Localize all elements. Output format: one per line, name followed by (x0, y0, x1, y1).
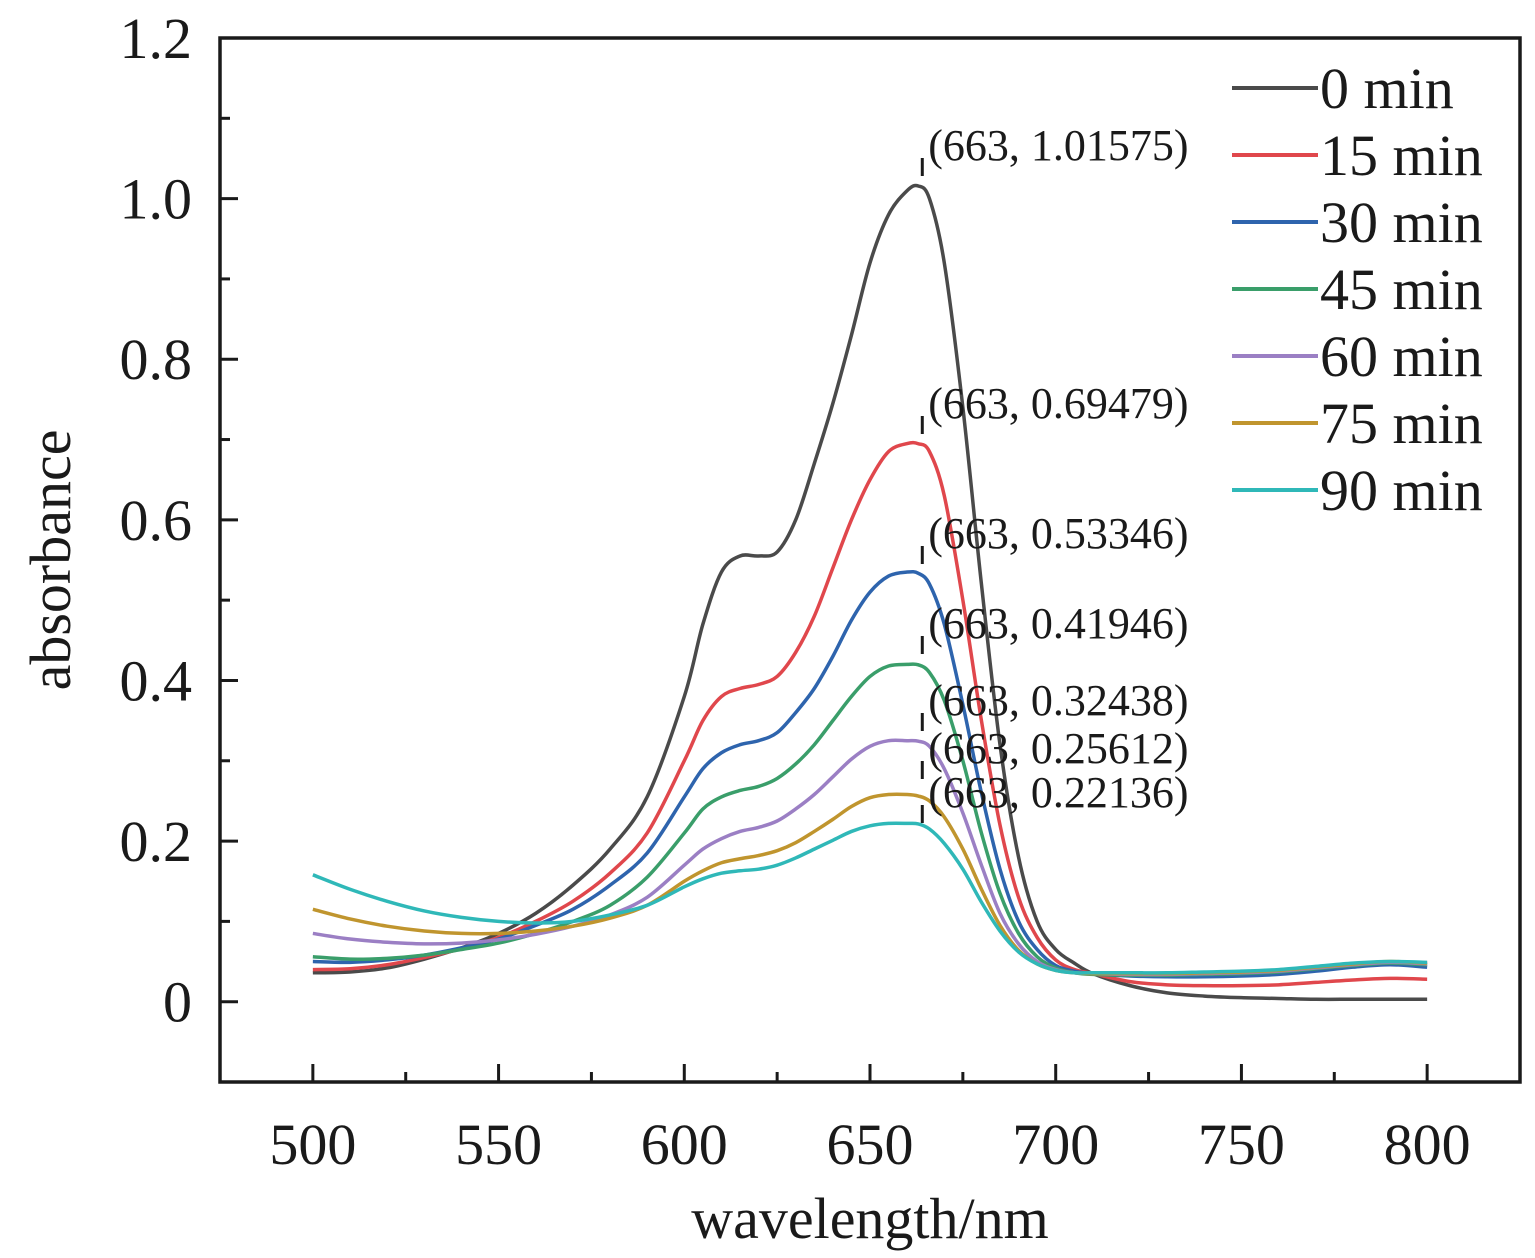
y-tick-label: 0 (163, 970, 192, 1035)
annotation-label: (663, 0.69479) (928, 379, 1188, 428)
annotation-label: (663, 0.41946) (928, 599, 1188, 648)
legend-label: 75 min (1320, 391, 1483, 456)
x-tick-label: 500 (269, 1112, 356, 1177)
legend-label: 90 min (1320, 458, 1483, 523)
annotation-label: (663, 0.53346) (928, 509, 1188, 558)
legend-label: 15 min (1320, 123, 1483, 188)
y-axis-title: absorbance (18, 430, 83, 691)
y-tick-label: 1.0 (120, 167, 193, 232)
legend-label: 45 min (1320, 257, 1483, 322)
x-tick-label: 650 (827, 1112, 914, 1177)
x-axis-ticks: 500 550 600 650 700 750 800 (269, 1064, 1471, 1177)
legend-label: 60 min (1320, 324, 1483, 389)
x-tick-label: 600 (641, 1112, 728, 1177)
x-tick-label: 800 (1384, 1112, 1471, 1177)
plot-area: 500 550 600 650 700 750 800 0 0.2 0.4 0.6 0.8 1.0 1.… (120, 6, 1522, 1177)
y-tick-label: 0.2 (120, 809, 193, 874)
y-tick-label: 0.8 (120, 327, 193, 392)
series-line-0-min (312, 183, 1428, 1002)
annotation-label: (663, 1.01575) (928, 121, 1188, 170)
annotation-label: (663, 0.32438) (928, 676, 1188, 725)
series-line-45-min (312, 662, 1428, 978)
x-tick-label: 750 (1198, 1112, 1285, 1177)
series-lines (312, 183, 1428, 1002)
y-tick-label: 0.4 (120, 648, 193, 713)
annotation-label: (663, 0.22136) (928, 768, 1188, 817)
series-line-90-min (312, 821, 1428, 975)
x-tick-label: 550 (455, 1112, 542, 1177)
minor-ticks (220, 116, 1336, 1082)
y-axis-ticks: 0 0.2 0.4 0.6 0.8 1.0 1.2 (120, 6, 238, 1035)
x-axis-title: wavelength/nm (691, 1186, 1049, 1251)
annotations: (663, 1.01575) (663, 0.69479) (663, 0.5334… (920, 121, 1189, 823)
legend-label: 30 min (1320, 190, 1483, 255)
legend-label: 0 min (1320, 56, 1454, 121)
series-line-15-min (312, 440, 1428, 988)
x-tick-label: 700 (1012, 1112, 1099, 1177)
annotation-label: (663, 0.25612) (928, 724, 1188, 773)
y-tick-label: 1.2 (120, 6, 193, 71)
series-line-30-min (312, 569, 1428, 979)
y-tick-label: 0.6 (120, 488, 193, 553)
